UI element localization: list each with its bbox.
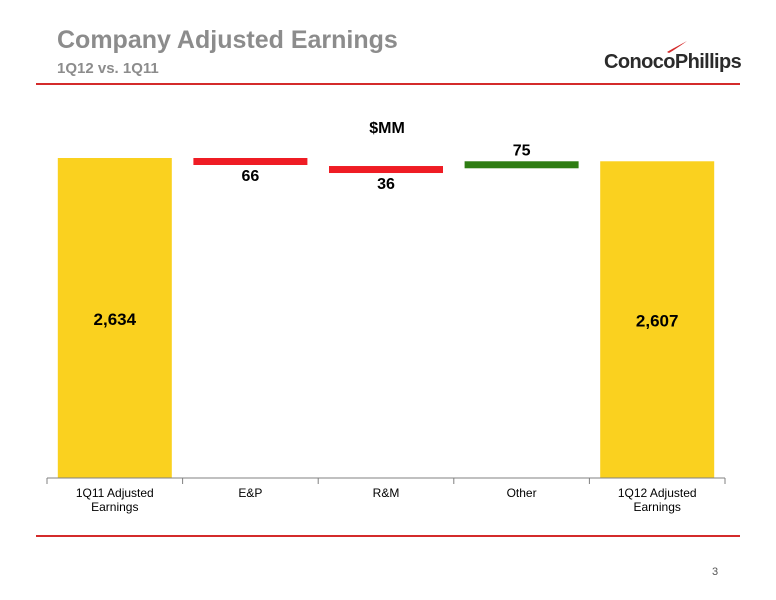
- bar-2: [193, 158, 308, 165]
- slide-subtitle: 1Q12 vs. 1Q11: [57, 60, 159, 77]
- category-label-4: Other: [507, 486, 537, 500]
- category-label-3: R&M: [373, 486, 400, 500]
- slide-title: Company Adjusted Earnings: [57, 26, 398, 54]
- category-label-1: 1Q11 Adjusted Earnings: [76, 486, 154, 514]
- value-label-5: 2,607: [636, 312, 679, 331]
- unit-label: $MM: [369, 120, 405, 137]
- value-label-4: 75: [513, 142, 531, 159]
- category-label-2: E&P: [238, 486, 262, 500]
- logo-wordmark: ConocoPhillips: [604, 51, 742, 73]
- bar-1: [57, 158, 172, 478]
- bar-4: [464, 161, 579, 169]
- company-logo: ConocoPhillips: [604, 41, 742, 76]
- page-number: 3: [712, 566, 719, 578]
- category-label-5: 1Q12 Adjusted Earnings: [618, 486, 697, 514]
- bar-3: [329, 166, 443, 174]
- header-divider: [36, 83, 740, 85]
- value-label-3: 36: [377, 176, 395, 193]
- bar-5: [600, 161, 715, 478]
- footer-divider: [36, 535, 740, 537]
- value-label-2: 66: [242, 168, 260, 185]
- value-label-1: 2,634: [94, 310, 137, 329]
- logo-swoosh-icon: [667, 41, 687, 53]
